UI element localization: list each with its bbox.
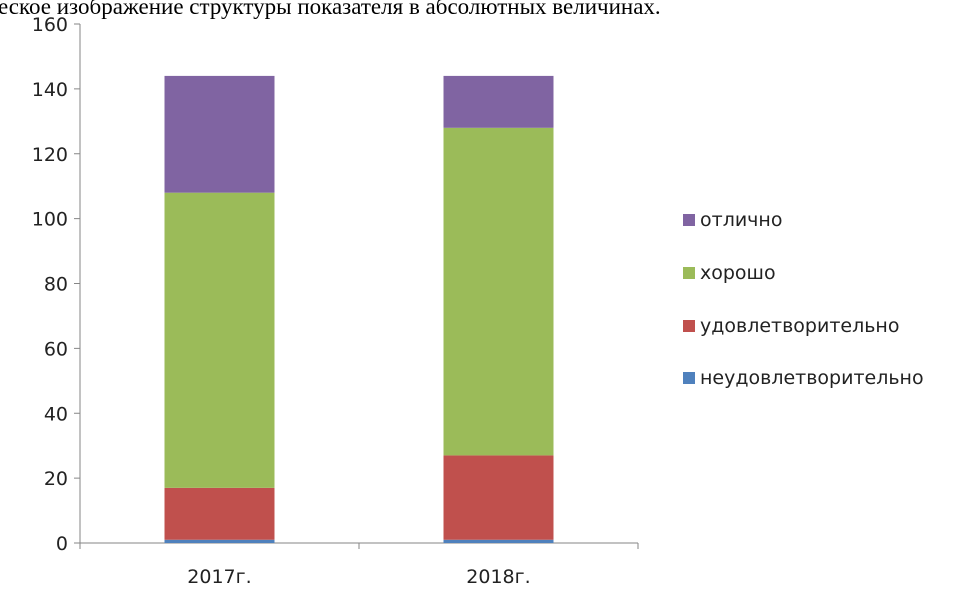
bar-segment (164, 75, 275, 193)
legend-swatch (683, 267, 695, 279)
y-tick-label: 0 (56, 533, 68, 555)
legend-label: отлично (700, 209, 782, 231)
y-tick-label: 20 (44, 468, 68, 490)
bar-segment (443, 455, 554, 540)
bar-segment (443, 127, 554, 456)
legend-label: удовлетворительно (700, 315, 899, 337)
x-tick-label: 2018г. (466, 566, 530, 588)
legend-label: неудовлетворительно (700, 367, 924, 389)
bar-segment (164, 487, 275, 540)
legend-swatch (683, 372, 695, 384)
chart-title: еское изображение структуры показателя в… (0, 0, 661, 19)
legend-swatch (683, 320, 695, 332)
y-tick-label: 60 (44, 338, 68, 360)
x-tick-label: 2017г. (187, 566, 251, 588)
y-tick-label: 160 (32, 14, 68, 36)
bar-segment (443, 75, 554, 128)
bar-segment (443, 539, 554, 543)
y-tick-label: 120 (32, 144, 68, 166)
y-tick-label: 100 (32, 209, 68, 231)
legend-swatch (683, 214, 695, 226)
y-tick-label: 40 (44, 403, 68, 425)
legend-label: хорошо (700, 262, 776, 284)
y-tick-label: 80 (44, 274, 68, 296)
bar-segment (164, 539, 275, 543)
y-tick-label: 140 (32, 79, 68, 101)
bar-segment (164, 192, 275, 488)
